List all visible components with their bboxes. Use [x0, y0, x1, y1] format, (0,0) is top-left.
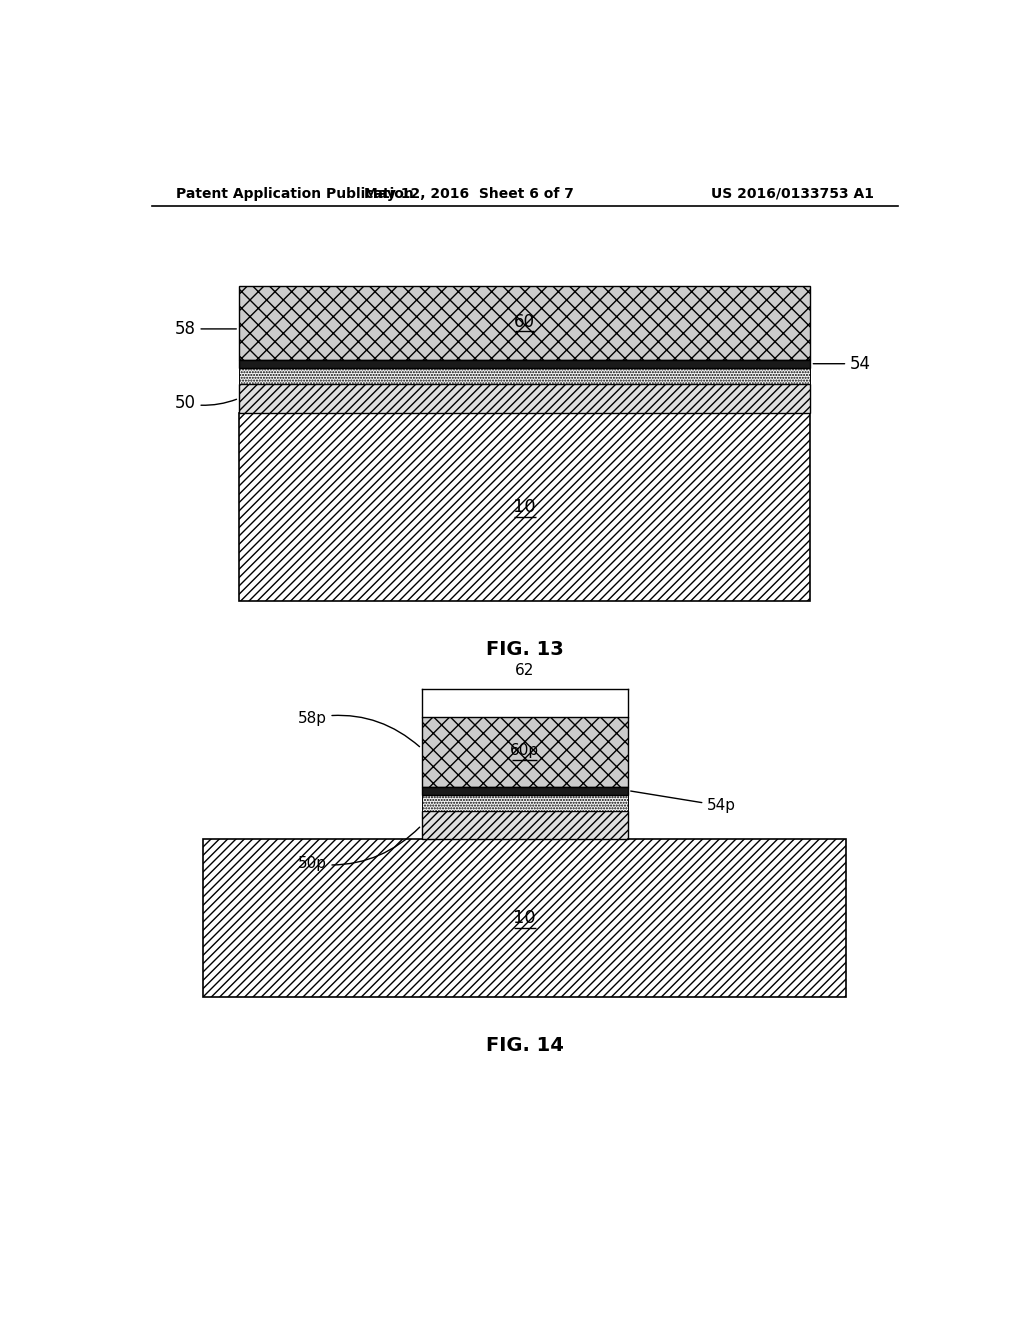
Bar [240, 384, 811, 412]
Text: 54: 54 [813, 355, 871, 372]
Bar [422, 718, 628, 787]
Text: 50: 50 [174, 395, 237, 412]
Bar [240, 286, 811, 359]
Text: 58: 58 [174, 319, 237, 338]
Text: 50p: 50p [297, 828, 420, 871]
Bar [422, 795, 628, 810]
Text: Patent Application Publication: Patent Application Publication [176, 187, 414, 201]
Bar [422, 787, 628, 795]
Text: 62: 62 [515, 663, 535, 678]
Text: FIG. 13: FIG. 13 [486, 640, 563, 659]
Bar [422, 810, 628, 840]
Text: 60: 60 [514, 313, 536, 330]
Text: May 12, 2016  Sheet 6 of 7: May 12, 2016 Sheet 6 of 7 [365, 187, 574, 201]
Bar [204, 840, 846, 997]
Text: 58p: 58p [297, 710, 420, 747]
Bar [240, 359, 811, 368]
Text: US 2016/0133753 A1: US 2016/0133753 A1 [711, 187, 873, 201]
Text: 10: 10 [513, 498, 537, 516]
Bar [240, 413, 811, 601]
Text: 54p: 54p [631, 791, 736, 813]
Text: 60p: 60p [510, 743, 540, 758]
Text: FIG. 14: FIG. 14 [485, 1036, 564, 1055]
Bar [240, 368, 811, 384]
Text: 10: 10 [513, 909, 537, 927]
